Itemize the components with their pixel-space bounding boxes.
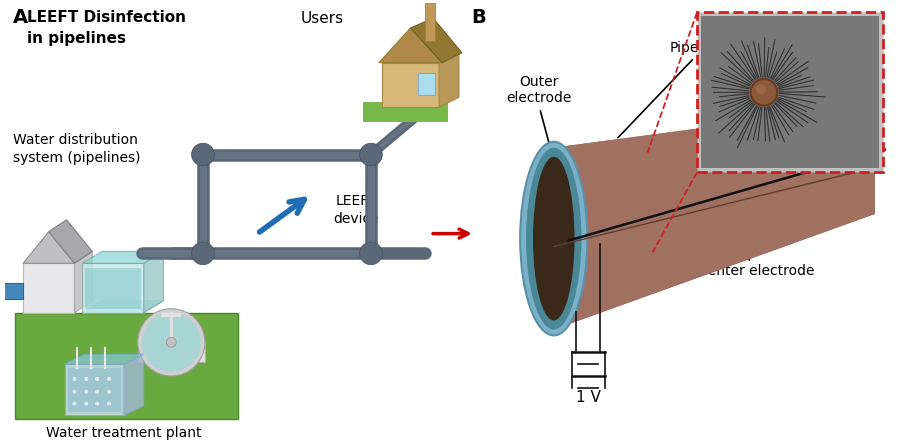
Polygon shape [382,63,439,107]
Circle shape [106,389,112,394]
Text: 1 V: 1 V [576,390,601,405]
Polygon shape [439,53,459,107]
Polygon shape [65,364,124,416]
Polygon shape [1,283,23,299]
Polygon shape [426,4,436,41]
Polygon shape [124,354,144,416]
Circle shape [94,376,100,381]
Polygon shape [554,105,875,211]
Circle shape [94,401,100,406]
Polygon shape [554,105,875,329]
Circle shape [84,389,89,394]
Polygon shape [83,251,164,263]
Polygon shape [138,342,205,362]
Polygon shape [418,73,436,95]
Polygon shape [68,368,121,412]
Circle shape [84,376,89,381]
Circle shape [72,389,76,394]
Polygon shape [554,105,875,329]
Polygon shape [83,301,164,313]
Circle shape [360,143,382,166]
Text: LEEFT
device: LEEFT device [333,194,379,227]
Circle shape [166,337,176,347]
Circle shape [141,313,201,372]
Circle shape [138,309,205,376]
Polygon shape [554,187,875,329]
Text: B: B [472,8,487,27]
FancyBboxPatch shape [701,16,879,168]
Circle shape [106,376,112,381]
Circle shape [72,376,76,381]
Polygon shape [144,251,164,313]
Circle shape [192,143,214,166]
Polygon shape [15,313,238,420]
Circle shape [360,242,382,265]
Circle shape [192,242,214,265]
Text: LEEFT Disinfection
in pipelines: LEEFT Disinfection in pipelines [27,10,186,46]
Circle shape [751,79,778,105]
Ellipse shape [526,148,581,329]
Polygon shape [410,18,462,63]
Circle shape [72,401,76,406]
Polygon shape [75,251,93,313]
Text: Users: Users [300,11,343,26]
Text: Water distribution
system (pipelines): Water distribution system (pipelines) [14,133,140,165]
Ellipse shape [520,142,588,336]
Polygon shape [49,220,93,263]
Polygon shape [23,263,75,313]
Polygon shape [23,232,75,263]
Polygon shape [23,251,93,263]
Text: Water treatment plant: Water treatment plant [46,426,202,441]
Circle shape [106,401,112,406]
Polygon shape [379,28,442,63]
Circle shape [94,389,100,394]
Ellipse shape [533,157,574,320]
Polygon shape [86,268,140,309]
Text: Outer
electrode: Outer electrode [507,75,572,177]
Text: A: A [14,8,28,27]
Polygon shape [363,102,448,122]
Circle shape [756,85,766,94]
Circle shape [84,401,89,406]
Text: Center electrode: Center electrode [685,220,814,278]
FancyBboxPatch shape [698,12,883,172]
Polygon shape [65,354,144,364]
Polygon shape [83,263,144,313]
Text: Pipeline: Pipeline [618,41,724,138]
